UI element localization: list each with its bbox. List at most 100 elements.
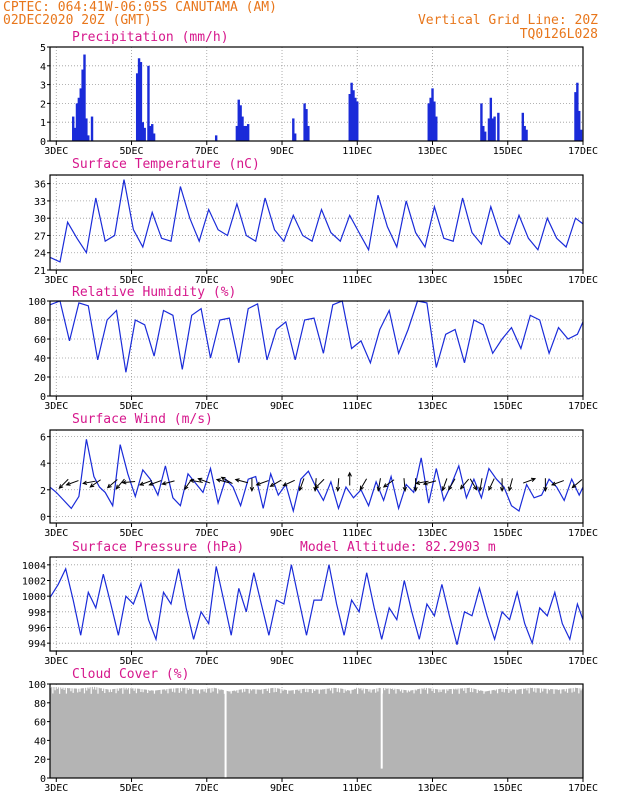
wind-arrow-head xyxy=(189,478,195,484)
grid-line-note: Vertical Grid Line: 20Z xyxy=(418,13,598,28)
cloud-top-notch xyxy=(196,685,198,691)
press-xtick-label: 17DEC xyxy=(568,656,598,667)
wind-arrow-shaft xyxy=(107,479,118,488)
wind-ytick-label: 4 xyxy=(40,459,46,470)
precip-bar xyxy=(214,135,218,141)
wind-arrow-head xyxy=(359,485,364,491)
cloud-top-notch xyxy=(408,685,411,692)
press-ytick-label: 998 xyxy=(28,608,46,619)
press-ytick-label: 1004 xyxy=(22,561,46,572)
wind-arrow-head xyxy=(382,483,388,488)
press-xtick-label: 7DEC xyxy=(195,656,219,667)
precip-bar xyxy=(137,58,141,141)
cloud-top-notch xyxy=(343,685,345,693)
cloud-top-notch xyxy=(377,685,379,692)
wind-arrow-shaft xyxy=(139,480,153,486)
cloud-top-notch xyxy=(126,685,128,690)
precip-bar xyxy=(135,73,139,141)
cloud-top-notch xyxy=(79,685,81,692)
cloud-top-notch xyxy=(325,685,327,694)
temp-xtick-label: 11DEC xyxy=(342,275,372,286)
cloud-top-notch xyxy=(70,685,72,692)
cloud-top-notch xyxy=(119,685,122,689)
rh-xtick-label: 7DEC xyxy=(195,401,219,412)
precip-bar xyxy=(151,124,154,141)
wind-arrow-shaft xyxy=(115,478,125,490)
wind-arrow-head xyxy=(459,484,465,490)
cloud-top-notch xyxy=(505,685,508,688)
press-annotation: Model Altitude: 82.2903 m xyxy=(300,540,496,555)
cloud-top-notch xyxy=(539,685,542,693)
wind-arrow-shaft xyxy=(314,478,325,489)
precip-bar xyxy=(305,109,308,141)
cloud-xtick-label: 3DEC xyxy=(44,783,68,794)
wind-arrow-shaft xyxy=(162,480,175,485)
cloud-top-notch xyxy=(580,685,582,691)
precip-bar xyxy=(149,125,152,141)
cloud-top-notch xyxy=(97,685,99,694)
wind-arrow-head xyxy=(478,486,483,492)
wind-arrow xyxy=(138,480,153,486)
cloud-top-notch xyxy=(83,685,86,694)
wind-arrow-shaft xyxy=(256,480,269,486)
precip-panel: Precipitation (mm/h) 0 1 2 3 4 5 3DEC 5DEC 7DEC 9D… xyxy=(40,30,598,157)
cloud-top-notch xyxy=(287,685,289,694)
cloud-top-notch xyxy=(372,685,375,688)
wind-xtick-label: 15DEC xyxy=(493,528,523,539)
wind-arrow xyxy=(441,478,448,492)
wind-arrow-shaft xyxy=(190,479,203,483)
press-ytick-label: 1000 xyxy=(22,592,46,603)
wind-arrow xyxy=(499,478,505,492)
wind-arrow xyxy=(376,478,382,492)
cloud-top-notch xyxy=(250,685,253,691)
cloud-top-notch xyxy=(386,685,388,689)
wind-frame xyxy=(49,429,584,524)
precip-title: Precipitation (mm/h) xyxy=(72,30,229,45)
rh-ytick-label: 0 xyxy=(40,392,46,403)
cloud-top-notch xyxy=(52,685,54,694)
cloud-top-notch xyxy=(302,685,305,688)
wind-arrow xyxy=(402,478,407,492)
rh-title: Relative Humidity (%) xyxy=(72,285,236,300)
temp-ytick-label: 27 xyxy=(34,231,46,242)
cloud-top-notch xyxy=(397,685,399,689)
wind-arrow xyxy=(89,479,101,488)
press-ytick-label: 994 xyxy=(28,639,46,650)
wind-arrow-shaft xyxy=(508,478,513,491)
wind-arrow-head xyxy=(161,481,167,486)
cloud-top-notch xyxy=(528,685,530,694)
cloud-top-notch xyxy=(153,685,156,694)
cloud-top-notch xyxy=(264,685,266,689)
precip-ytick-label: 5 xyxy=(40,43,46,54)
temp-xtick-label: 7DEC xyxy=(195,275,219,286)
cloud-top-notch xyxy=(74,685,77,688)
wind-arrow xyxy=(58,478,69,490)
precip-bar xyxy=(246,124,250,141)
cloud-top-notch xyxy=(320,685,323,690)
cloud-top-notch xyxy=(560,685,562,694)
cloud-top-notch xyxy=(54,685,56,691)
cloud-top-notch xyxy=(332,685,334,694)
cloud-top-notch xyxy=(311,685,314,694)
wind-arrow-head xyxy=(543,486,548,492)
cloud-top-notch xyxy=(268,685,271,694)
wind-arrow xyxy=(459,478,470,490)
wind-xtick-label: 5DEC xyxy=(119,528,143,539)
wind-arrow-shaft xyxy=(66,480,79,486)
model-code: TQ0126L028 xyxy=(520,27,598,42)
wind-ytick-label: 2 xyxy=(40,486,46,497)
cloud-top-notch xyxy=(314,685,316,691)
precip-xtick-label: 5DEC xyxy=(119,146,143,157)
cloud-top-notch xyxy=(555,685,557,689)
press-xtick-label: 11DEC xyxy=(342,656,372,667)
wind-arrow-shaft xyxy=(283,479,295,487)
wind-arrow-head xyxy=(414,480,421,485)
cloud-top-notch xyxy=(578,685,580,694)
cloud-top-notch xyxy=(113,685,115,688)
press-xtick-label: 5DEC xyxy=(119,656,143,667)
cloud-top-notch xyxy=(235,685,237,692)
cloud-top-notch xyxy=(503,685,505,693)
precip-bar xyxy=(493,116,496,141)
precip-bar xyxy=(81,69,84,141)
cloud-top-notch xyxy=(463,685,465,691)
